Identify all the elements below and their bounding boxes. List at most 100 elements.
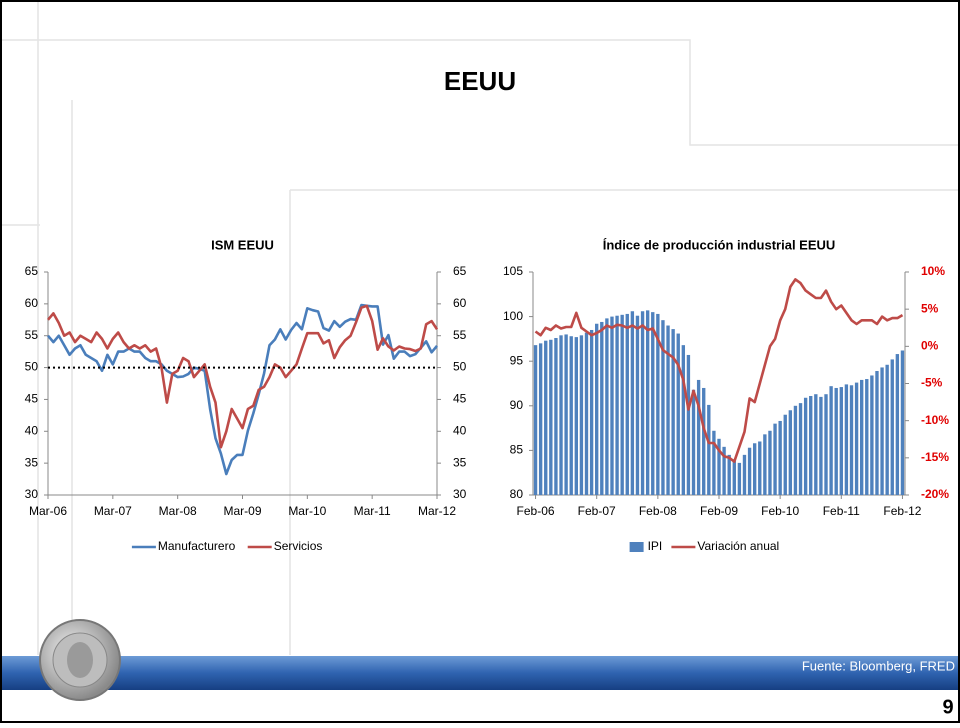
bar [589,329,594,495]
bar [712,430,716,495]
bar [895,354,900,495]
y2-tick-label: -10% [921,413,949,427]
bar [763,434,767,495]
bar [620,314,624,495]
x-tick-label: Feb-07 [578,504,616,518]
bar [686,354,691,495]
y2-tick-label: 55 [453,328,467,342]
bar [640,311,645,495]
bar [656,313,660,495]
y2-tick-label: -5% [921,376,943,390]
legend-swatch [629,542,644,552]
bar [605,318,609,495]
y2-tick-label: 35 [453,455,467,469]
y-tick-label: 85 [510,443,524,457]
bar [554,338,558,495]
x-tick-label: Feb-06 [517,504,555,518]
bar [610,316,614,495]
line-series [47,304,439,449]
bar [661,320,665,495]
x-tick-label: Feb-11 [823,504,860,518]
bar [875,371,879,495]
bar [860,379,864,495]
bar [595,323,599,495]
bar [890,359,894,495]
bar [752,443,757,495]
bar [615,315,619,495]
bar [559,335,563,495]
y2-tick-label: 40 [453,423,467,437]
x-tick-label: Feb-12 [883,504,921,518]
bar [803,397,808,495]
logo [39,619,121,701]
x-tick-label: Feb-09 [700,504,738,518]
bar [788,410,793,495]
y-tick-label: 65 [25,264,39,278]
bar [824,394,828,495]
bar [681,345,686,495]
y-tick-label: 50 [25,360,39,374]
y2-tick-label: 5% [921,301,939,315]
x-tick-label: Mar-10 [288,504,326,518]
y2-tick-label: -15% [921,450,949,464]
bar [533,345,538,495]
chart-title: Índice de producción industrial EEUU [603,237,836,252]
bar [839,387,843,495]
bar [569,336,573,495]
bar [814,394,818,495]
y-tick-label: 105 [503,264,523,278]
x-tick-label: Feb-10 [761,504,799,518]
x-tick-label: Mar-07 [94,504,132,518]
bar [691,389,696,495]
y-tick-label: 55 [25,328,39,342]
bar [742,454,747,495]
bar [768,430,772,495]
line-series [47,303,438,476]
y2-tick-label: 0% [921,339,939,353]
y-tick-label: 60 [25,296,39,310]
bar [900,350,905,495]
bar [651,312,655,495]
y2-tick-label: 50 [453,360,467,374]
bar [870,375,874,495]
bar [625,313,629,495]
bar [696,379,701,495]
bar [854,382,859,495]
bar [793,405,798,495]
line-series [534,278,904,463]
y2-tick-label: 30 [453,487,467,501]
y-tick-label: 30 [25,487,39,501]
bar [666,325,670,495]
bar [717,438,721,495]
bar [798,403,803,495]
bar [727,454,731,495]
bar [747,447,752,495]
legend-label: Variación anual [697,539,779,553]
bar [600,321,604,495]
bar [579,335,584,495]
bar [630,311,635,495]
bar [849,385,854,495]
bar [722,446,726,495]
x-tick-label: Mar-12 [418,504,456,518]
bar [844,384,849,495]
bar [758,441,762,495]
bar [544,340,548,495]
bar [732,459,736,495]
y-tick-label: 95 [510,353,524,367]
x-tick-label: Mar-06 [29,504,67,518]
bar [809,395,813,495]
bar [834,387,838,495]
bar [671,329,675,495]
decoration [0,0,960,655]
page-number: 9 [942,696,953,718]
y2-tick-label: -20% [921,487,949,501]
chart-title: ISM EEUU [211,237,274,252]
y2-tick-label: 45 [453,392,467,406]
x-tick-label: Feb-08 [639,504,677,518]
source: Fuente: Bloomberg, FRED [802,658,955,673]
bar [880,367,884,495]
bar [819,396,823,495]
bar [635,315,640,495]
